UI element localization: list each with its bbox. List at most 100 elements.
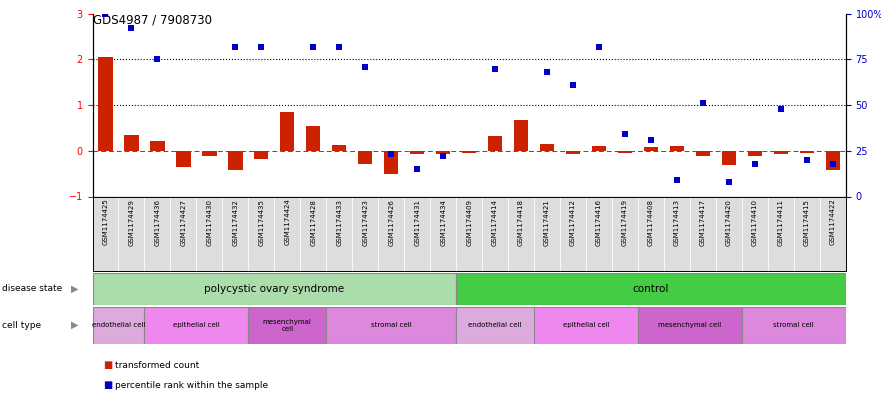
- Bar: [482, 196, 508, 271]
- Point: [307, 44, 321, 50]
- Bar: [534, 307, 638, 344]
- Bar: [664, 196, 690, 271]
- Text: GSM1174416: GSM1174416: [596, 199, 602, 246]
- Bar: [696, 151, 710, 156]
- Text: GDS4987 / 7908730: GDS4987 / 7908730: [93, 14, 211, 27]
- Text: GSM1174436: GSM1174436: [154, 199, 160, 246]
- Bar: [748, 151, 762, 156]
- Bar: [722, 151, 736, 165]
- Text: ▶: ▶: [70, 320, 78, 330]
- Bar: [456, 196, 482, 271]
- Text: percentile rank within the sample: percentile rank within the sample: [115, 381, 268, 389]
- Text: GSM1174422: GSM1174422: [830, 199, 836, 246]
- Bar: [93, 196, 118, 271]
- Bar: [618, 151, 633, 153]
- Bar: [742, 307, 846, 344]
- Point: [514, 3, 528, 9]
- Bar: [540, 144, 554, 151]
- Bar: [124, 135, 138, 151]
- Bar: [638, 196, 664, 271]
- Bar: [488, 136, 502, 151]
- Bar: [352, 196, 378, 271]
- Bar: [99, 57, 113, 151]
- Text: GSM1174423: GSM1174423: [362, 199, 368, 246]
- Bar: [378, 196, 404, 271]
- Bar: [456, 273, 846, 305]
- Bar: [592, 146, 606, 151]
- Bar: [404, 196, 430, 271]
- Point: [540, 69, 554, 75]
- Text: GSM1174411: GSM1174411: [778, 199, 784, 246]
- Bar: [794, 196, 820, 271]
- Bar: [534, 196, 560, 271]
- Bar: [456, 307, 534, 344]
- Point: [255, 44, 269, 50]
- Bar: [690, 196, 716, 271]
- Text: GSM1174408: GSM1174408: [648, 199, 654, 246]
- Point: [644, 137, 658, 143]
- Point: [748, 160, 762, 167]
- Point: [99, 11, 113, 17]
- Text: GSM1174418: GSM1174418: [518, 199, 524, 246]
- Text: GSM1174414: GSM1174414: [492, 199, 498, 246]
- Point: [488, 65, 502, 72]
- Bar: [332, 145, 346, 151]
- Bar: [203, 151, 217, 156]
- Point: [124, 25, 138, 31]
- Bar: [566, 151, 581, 154]
- Bar: [670, 146, 684, 151]
- Bar: [644, 147, 658, 151]
- Text: GSM1174428: GSM1174428: [310, 199, 316, 246]
- Text: mesenchymal
cell: mesenchymal cell: [263, 319, 312, 332]
- Bar: [280, 112, 294, 151]
- Bar: [716, 196, 742, 271]
- Text: GSM1174435: GSM1174435: [258, 199, 264, 246]
- Bar: [825, 151, 840, 170]
- Bar: [508, 196, 534, 271]
- Point: [359, 64, 373, 70]
- Point: [411, 166, 425, 172]
- Text: endothelial cell: endothelial cell: [92, 322, 145, 328]
- Text: endothelial cell: endothelial cell: [469, 322, 522, 328]
- Point: [566, 82, 580, 88]
- Text: GSM1174424: GSM1174424: [285, 199, 291, 246]
- Text: GSM1174409: GSM1174409: [466, 199, 472, 246]
- Point: [176, 5, 190, 11]
- Bar: [306, 126, 321, 151]
- Text: GSM1174419: GSM1174419: [622, 199, 628, 246]
- Bar: [768, 196, 794, 271]
- Text: GSM1174432: GSM1174432: [233, 199, 239, 246]
- Point: [436, 153, 450, 160]
- Bar: [93, 273, 456, 305]
- Point: [670, 177, 684, 183]
- Bar: [514, 120, 529, 151]
- Point: [228, 44, 242, 50]
- Point: [151, 56, 165, 62]
- Point: [696, 100, 710, 107]
- Point: [774, 106, 788, 112]
- Bar: [144, 307, 248, 344]
- Text: GSM1174434: GSM1174434: [440, 199, 446, 246]
- Text: ■: ■: [103, 360, 112, 371]
- Text: GSM1174430: GSM1174430: [206, 199, 212, 246]
- Text: transformed count: transformed count: [115, 361, 199, 370]
- Bar: [170, 196, 196, 271]
- Text: GSM1174415: GSM1174415: [803, 199, 810, 246]
- Bar: [248, 196, 274, 271]
- Bar: [300, 196, 326, 271]
- Text: GSM1174429: GSM1174429: [129, 199, 135, 246]
- Bar: [612, 196, 638, 271]
- Text: polycystic ovary syndrome: polycystic ovary syndrome: [204, 284, 344, 294]
- Bar: [410, 151, 425, 154]
- Text: GSM1174417: GSM1174417: [700, 199, 706, 246]
- Bar: [248, 307, 326, 344]
- Bar: [255, 151, 269, 159]
- Bar: [638, 307, 742, 344]
- Text: cell type: cell type: [2, 321, 41, 330]
- Bar: [196, 196, 222, 271]
- Point: [332, 44, 346, 50]
- Bar: [151, 141, 165, 151]
- Bar: [430, 196, 456, 271]
- Point: [722, 179, 736, 185]
- Bar: [560, 196, 586, 271]
